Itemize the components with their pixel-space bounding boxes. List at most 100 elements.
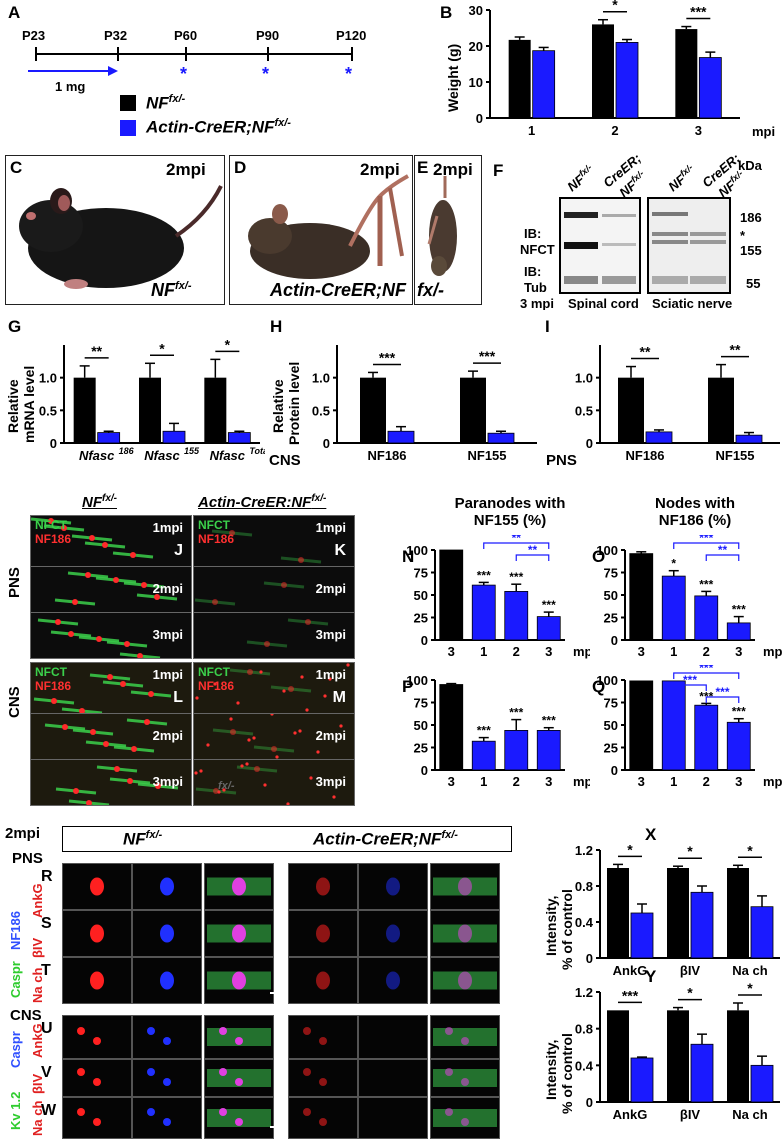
node-staining-tile [204, 1097, 274, 1139]
sig-stars: ** [91, 343, 102, 359]
bar-control [727, 868, 749, 958]
node-staining-tile [288, 910, 358, 957]
comparison-stars: *** [715, 685, 729, 699]
node-staining-tile [132, 1015, 202, 1059]
panel-label-n: N [402, 547, 415, 566]
comparison-bracket [673, 672, 740, 679]
x-tick-label: Nfasc [79, 448, 115, 463]
y-tick-label: 0 [586, 951, 593, 966]
bottom-cns: CNS [10, 1007, 42, 1024]
micrograph-panel-label: J [174, 542, 183, 559]
x-tick-label: 3 [545, 644, 552, 659]
micrograph-time-label: 2mpi [152, 581, 183, 596]
svg-text:Caspr: Caspr [8, 961, 23, 998]
svg-text:Sciatic nerve: Sciatic nerve [652, 296, 732, 310]
svg-text:Na ch: Na ch [30, 1101, 45, 1136]
panel-label-p: P [402, 677, 414, 696]
comparison-stars: *** [683, 673, 697, 687]
y-tick-label: 100 [596, 543, 618, 558]
sig-stars: * [687, 985, 693, 1001]
micrograph-tile: NFCT NF186 M 1mpi [193, 662, 355, 714]
node-panel-label: R [41, 868, 53, 885]
y-tick-label: 1.2 [575, 843, 593, 858]
y-tick-label: 50 [604, 718, 618, 733]
bar-mutant [536, 616, 561, 641]
comparison-bracket [705, 696, 740, 703]
svg-text:AnkG: AnkG [30, 1023, 45, 1058]
svg-text:βIV: βIV [30, 937, 45, 958]
bar-control [592, 24, 614, 118]
comparison-bracket [515, 554, 550, 561]
legend-mutant: Actin-CreER;NFfx/- [146, 117, 291, 137]
bar-mutant [630, 912, 654, 959]
svg-text:NF186: NF186 [8, 911, 23, 950]
bar-mutant [387, 430, 415, 444]
panel-label-o: O [592, 547, 606, 566]
bar-mutant [532, 50, 556, 119]
x-tick-label: 2 [611, 123, 618, 138]
svg-text:IB:: IB: [524, 264, 541, 279]
tissue-label: PNS [546, 452, 577, 469]
tp-p23: P23 [22, 28, 45, 43]
y-tick-label: 1.0 [39, 371, 57, 386]
node-staining-tile [430, 957, 500, 1004]
bar-mutant [487, 432, 515, 444]
y-tick-label: 0.5 [312, 403, 330, 418]
comparison-bracket [483, 542, 550, 549]
bar-control [360, 377, 386, 443]
x-tick-label: Na ch [732, 1107, 767, 1122]
sig-stars: *** [509, 706, 523, 720]
x-tick-label: Nfasc [210, 448, 246, 463]
node-staining-tile: U [41, 1015, 132, 1059]
svg-text:*: * [262, 64, 269, 84]
sig-stars: * [747, 980, 753, 996]
x-tick-label: NF155 [467, 448, 506, 463]
bar-control [460, 377, 486, 443]
pns-channel-labels: Caspr NF186 AnkG βIV Na ch [8, 883, 45, 1003]
node-staining-tile [132, 1097, 202, 1139]
sig-stars: *** [477, 568, 491, 582]
bar-control [629, 553, 654, 641]
tp-p32: P32 [104, 28, 127, 43]
protein-pns-chart: 0 0.5 1.0 ** NF186 ** NF155 PNS [546, 342, 780, 469]
x-tick-label: 3 [448, 644, 455, 659]
y-tick-label: 0 [323, 436, 330, 451]
bar-mutant [615, 42, 639, 119]
x-tick-label: 3 [638, 774, 645, 789]
svg-text:kDa: kDa [738, 158, 763, 173]
bar-control [607, 1010, 629, 1102]
micro-header-control: NFfx/- [82, 493, 117, 511]
x-tick-label: 2 [513, 774, 520, 789]
y-tick-label: 0 [586, 436, 593, 451]
bar-mutant [536, 730, 561, 771]
bar-control [667, 868, 689, 958]
channel-nfct-label: NFCT [35, 665, 67, 679]
y-tick-label: 50 [604, 588, 618, 603]
photo-d-time: 2mpi [360, 160, 400, 179]
node-staining-tile [358, 1059, 428, 1097]
x-tick-label: 3 [735, 644, 742, 659]
panel-label-f: F [493, 161, 504, 180]
sig-stars: * [612, 0, 618, 13]
x-tick-label: 3 [545, 774, 552, 789]
sig-stars: *** [699, 577, 713, 591]
y-axis-label: Intensity, [543, 1040, 559, 1100]
svg-text:55: 55 [746, 276, 760, 291]
bar-control [439, 549, 464, 641]
sig-stars: *** [477, 724, 491, 738]
sig-stars: * [671, 557, 676, 571]
y-tick-label: 10 [469, 75, 483, 90]
bottom-time: 2mpi [5, 825, 41, 842]
photo-c-caption: NFfx/- [151, 280, 192, 300]
y-tick-label: 0.5 [575, 403, 593, 418]
micrograph-tile: 2mpi [30, 566, 192, 613]
micrograph-time-label: 3mpi [152, 774, 183, 789]
node-staining-tile [132, 1059, 202, 1097]
y-tick-label: 1.2 [575, 985, 593, 1000]
y-tick-label: 0.4 [575, 915, 594, 930]
x-tick-label: NF186 [367, 448, 406, 463]
tissue-label: CNS [269, 452, 301, 469]
bar-mutant [162, 430, 186, 444]
node-panel-label: V [41, 1064, 52, 1081]
